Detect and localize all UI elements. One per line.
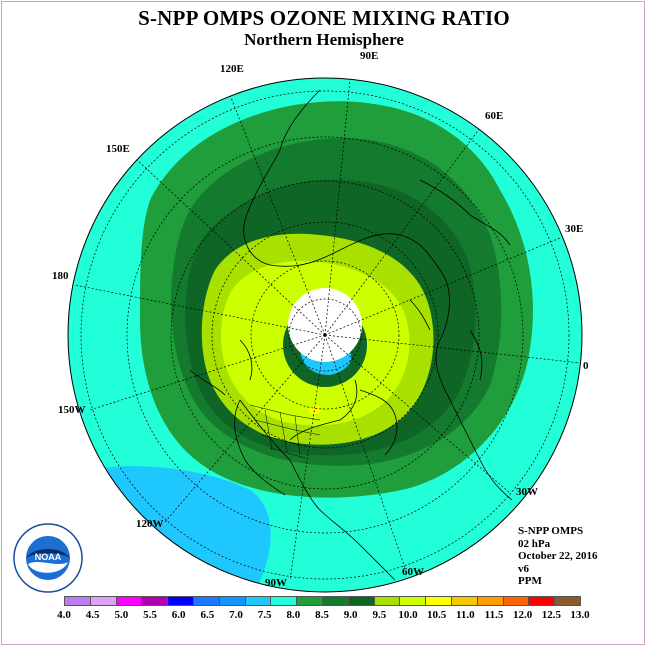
- legend-tick-label: 4.5: [85, 609, 100, 621]
- lon-label-120e: 120E: [220, 63, 244, 75]
- info-units: PPM: [518, 575, 542, 587]
- legend-tick-label: 8.0: [286, 609, 301, 621]
- lon-label-90w: 90W: [265, 577, 287, 589]
- map-subtitle: Northern Hemisphere: [244, 30, 404, 49]
- legend-tick-label: 10.5: [427, 609, 447, 621]
- legend-tick-label: 5.5: [143, 609, 157, 621]
- legend-tick-label: 8.5: [315, 609, 329, 621]
- us-state-borders: [249, 404, 321, 459]
- legend-swatch: [141, 596, 169, 606]
- legend-tick-label: 10.0: [398, 609, 418, 621]
- legend-swatch: [193, 596, 220, 606]
- lon-label-60w: 60W: [402, 566, 424, 578]
- legend-tick-label: 12.0: [513, 609, 533, 621]
- lon-label-150e: 150E: [106, 143, 130, 155]
- lon-label-30w: 30W: [516, 486, 538, 498]
- legend-tick-label: 11.0: [456, 609, 475, 621]
- legend-swatch: [399, 596, 427, 606]
- legend-tick-label: 11.5: [484, 609, 504, 621]
- legend-tick-label: 9.0: [343, 609, 358, 621]
- low-ozone-lobe: [68, 466, 271, 592]
- map-outline: [67, 77, 583, 593]
- meridians: [74, 79, 581, 581]
- legend-tick-label: 13.0: [570, 609, 590, 621]
- polar-night-area: [288, 288, 362, 362]
- lon-label-180: 180: [52, 270, 69, 282]
- map-title: S-NPP OMPS OZONE MIXING RATIO: [138, 6, 510, 30]
- legend-tick-label: 9.5: [372, 609, 387, 621]
- legend-tick-label: 7.0: [229, 609, 243, 621]
- legend-swatch: [528, 596, 556, 606]
- legend-swatch: [373, 596, 401, 606]
- legend-swatch: [554, 596, 581, 606]
- legend-tick-label: 7.5: [257, 609, 272, 621]
- lon-label-30e: 30E: [565, 223, 584, 235]
- lon-label-0: 0: [583, 360, 589, 372]
- noaa-logo-text: NOAA: [35, 552, 62, 562]
- lon-label-150w: 150W: [58, 404, 86, 416]
- info-instrument: S-NPP OMPS: [518, 525, 584, 537]
- legend-swatch: [347, 596, 375, 606]
- legend-swatch: [425, 596, 452, 606]
- legend-swatch: [167, 596, 194, 606]
- latitude-circles: [80, 90, 570, 580]
- info-date: October 22, 2016: [518, 550, 598, 562]
- legend-swatch: [115, 596, 143, 606]
- legend-swatch: [502, 596, 530, 606]
- info-pressure: 02 hPa: [518, 537, 551, 550]
- legend-swatch: [218, 596, 246, 606]
- noaa-logo: NOAA: [12, 522, 84, 599]
- legend-swatch: [451, 596, 478, 606]
- lon-label-60e: 60E: [485, 110, 504, 122]
- legend-swatch: [270, 596, 298, 606]
- lon-label-120w: 120W: [136, 518, 164, 530]
- legend-swatch: [64, 596, 91, 606]
- legend-swatch: [322, 596, 349, 606]
- legend-swatch: [89, 596, 117, 606]
- legend-swatch: [476, 596, 504, 606]
- legend-tick-label: 5.0: [114, 609, 129, 621]
- legend-tick-label: 6.5: [200, 609, 215, 621]
- lon-label-90e: 90E: [360, 50, 379, 62]
- info-block: S-NPP OMPS 02 hPa October 22, 2016 v6 PP…: [518, 525, 598, 588]
- legend-swatch: [296, 596, 323, 606]
- legend-tick-label: 12.5: [541, 609, 561, 621]
- legend-tick-label: 4.0: [57, 609, 71, 621]
- legend-swatch: [244, 596, 272, 606]
- info-version: v6: [518, 562, 529, 575]
- legend-tick-label: 6.0: [171, 609, 186, 621]
